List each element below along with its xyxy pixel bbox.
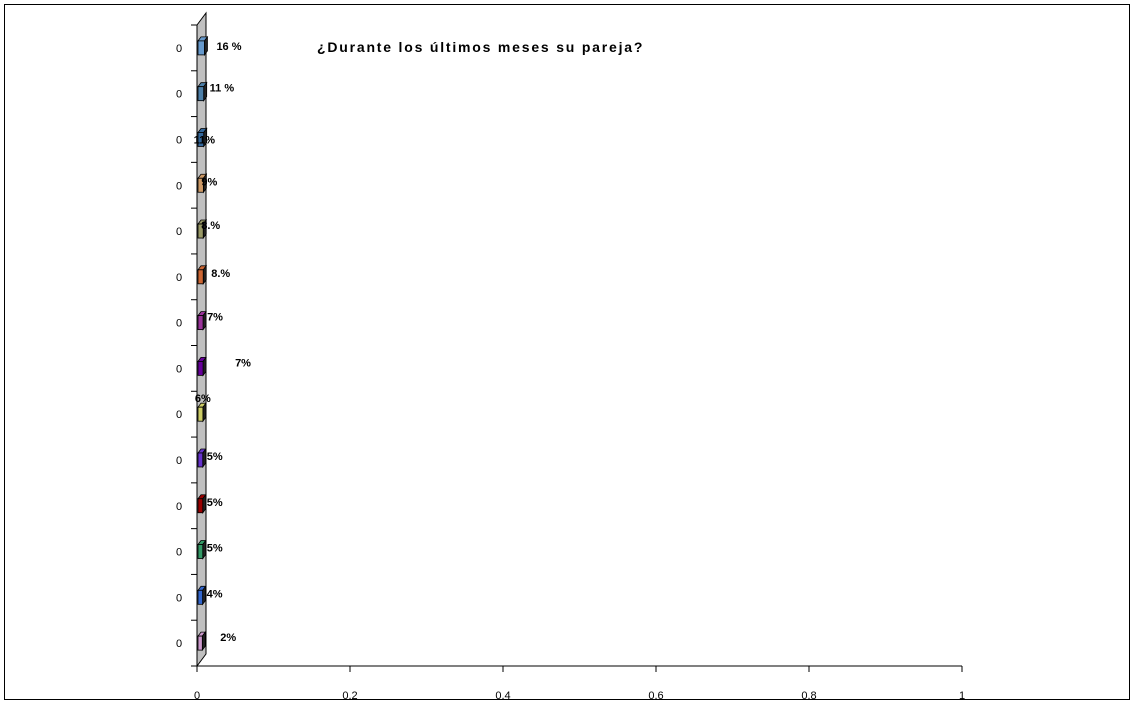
bar xyxy=(197,635,203,651)
y-tick-label: 0 xyxy=(176,226,182,238)
bar xyxy=(197,452,204,468)
y-tick-label: 0 xyxy=(176,43,182,55)
y-tick-label: 0 xyxy=(176,455,182,467)
bar xyxy=(197,360,204,376)
data-label: 2% xyxy=(220,632,236,644)
bar xyxy=(197,544,204,559)
bar xyxy=(197,40,205,56)
chart-frame: ¿Durante los últimos meses su pareja? 0 0… xyxy=(4,4,1130,700)
data-label: 11% xyxy=(194,134,216,146)
data-label: 7% xyxy=(207,312,223,324)
bar xyxy=(197,406,204,422)
bar xyxy=(197,86,205,102)
bar xyxy=(197,315,204,331)
chart-title: ¿Durante los últimos meses su pareja? xyxy=(317,39,644,55)
data-label: 11 % xyxy=(210,83,235,95)
y-tick-label: 0 xyxy=(176,180,182,192)
data-label: 16 % xyxy=(216,41,241,53)
y-tick-label: 0 xyxy=(176,592,182,604)
y-tick-label: 0 xyxy=(176,134,182,146)
y-tick-label: 0 xyxy=(176,272,182,284)
y-tick-label: 0 xyxy=(176,409,182,421)
bar xyxy=(197,269,204,285)
data-label: 5% xyxy=(207,543,223,555)
x-tick-label: 0 xyxy=(194,690,200,700)
chart-plot: ¿Durante los últimos meses su pareja? 0 0… xyxy=(176,11,965,700)
data-label: 5% xyxy=(207,451,223,463)
data-label: 8.% xyxy=(211,268,230,280)
data-label: 4% xyxy=(207,588,223,600)
bar xyxy=(197,223,204,239)
bar xyxy=(197,589,204,605)
bar xyxy=(197,177,204,193)
y-tick-label: 0 xyxy=(176,547,182,559)
y-tick-label: 0 xyxy=(176,363,182,375)
x-tick-label: 0.4 xyxy=(495,690,510,700)
x-tick-label: 0.8 xyxy=(801,690,816,700)
x-tick-label: 0.2 xyxy=(342,690,357,700)
chart-side-wall xyxy=(196,11,207,668)
data-label: 7% xyxy=(235,357,251,369)
data-label: 6% xyxy=(195,393,211,405)
bar xyxy=(197,498,204,514)
x-tick-label: 1 xyxy=(959,690,965,700)
data-label: 9% xyxy=(201,176,217,188)
data-label: 8.% xyxy=(201,220,220,232)
y-tick-label: 0 xyxy=(176,638,182,650)
y-tick-label: 0 xyxy=(176,501,182,513)
y-tick-label: 0 xyxy=(176,89,182,101)
data-label: 5% xyxy=(207,497,223,509)
bar xyxy=(197,132,205,147)
y-tick-label: 0 xyxy=(176,318,182,330)
x-tick-label: 0.6 xyxy=(648,690,663,700)
